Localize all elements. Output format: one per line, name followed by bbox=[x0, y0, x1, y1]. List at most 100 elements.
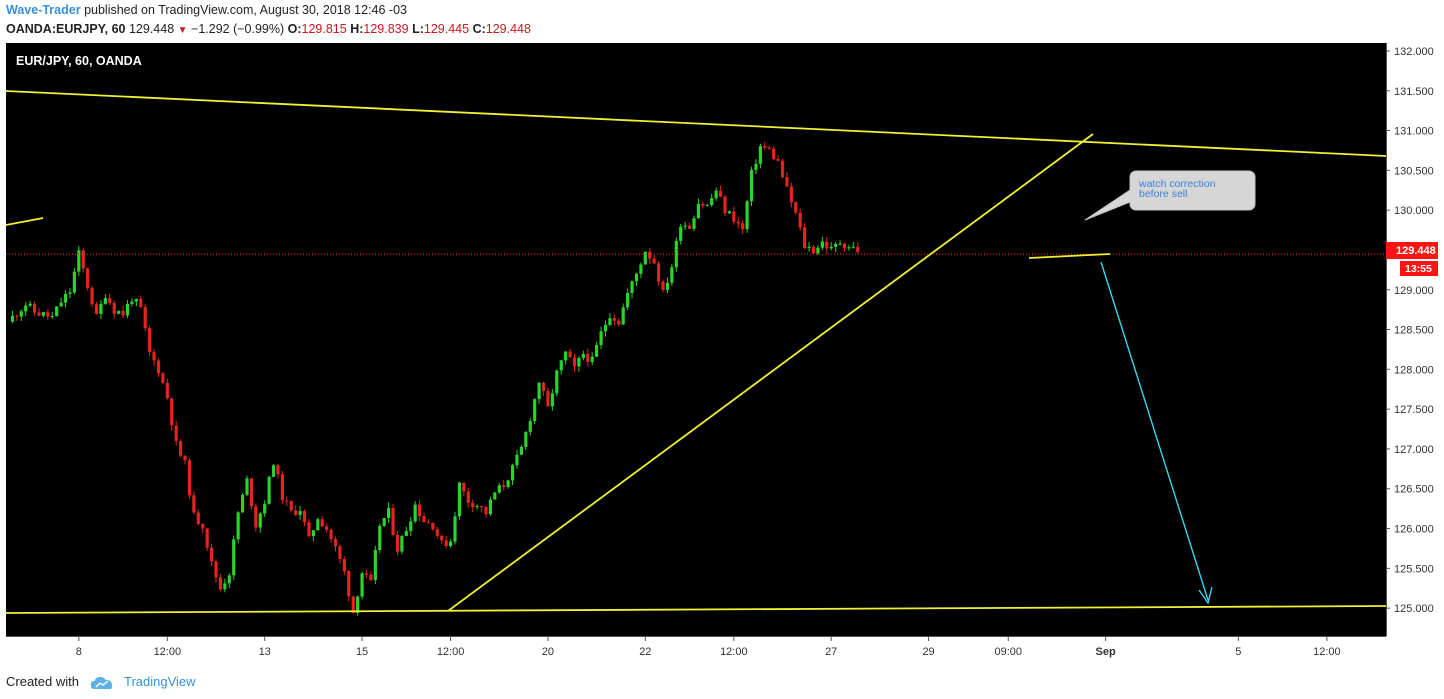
candle-body bbox=[418, 504, 422, 517]
candle-body bbox=[803, 227, 807, 248]
candle-body bbox=[798, 212, 802, 228]
x-tick-label: Sep bbox=[1096, 646, 1116, 658]
tradingview-cloud-icon bbox=[90, 676, 112, 689]
candle-body bbox=[311, 530, 315, 537]
candle-body bbox=[37, 312, 41, 316]
candle-body bbox=[156, 360, 161, 374]
candle-body bbox=[807, 246, 811, 248]
candle-body bbox=[59, 302, 63, 307]
instrument-label: EUR/JPY, 60, OANDA bbox=[16, 54, 142, 68]
candle-body bbox=[117, 310, 121, 314]
lower-support-trendline bbox=[5, 605, 1387, 614]
candle-body bbox=[201, 523, 205, 529]
candle-body bbox=[196, 512, 200, 524]
price-axis[interactable] bbox=[1386, 43, 1444, 636]
tradingview-link[interactable]: TradingView bbox=[124, 674, 196, 689]
candle-body bbox=[134, 298, 138, 302]
publish-line: Wave-Trader published on TradingView.com… bbox=[6, 3, 407, 17]
short-trendline-stub bbox=[5, 217, 44, 226]
candle-body bbox=[276, 465, 280, 475]
y-tick-label: 128.500 bbox=[1394, 325, 1434, 337]
candle-body bbox=[652, 258, 656, 264]
y-tick-label: 130.500 bbox=[1394, 165, 1434, 177]
candle-body bbox=[351, 596, 355, 614]
candle-body bbox=[595, 345, 599, 357]
candle-body bbox=[360, 573, 364, 597]
candle-body bbox=[338, 546, 342, 559]
x-tick-label: 12:00 bbox=[437, 646, 465, 658]
candle-body bbox=[307, 522, 311, 537]
candle-body bbox=[546, 390, 550, 407]
candle-body bbox=[572, 357, 577, 367]
candle-body bbox=[263, 503, 267, 514]
candle-body bbox=[603, 324, 608, 332]
author-link[interactable]: Wave-Trader bbox=[6, 3, 81, 17]
candle-body bbox=[568, 351, 572, 358]
last-price-marker bbox=[1386, 242, 1438, 259]
candle-body bbox=[847, 247, 851, 249]
candle-body bbox=[612, 318, 616, 321]
candle-body bbox=[90, 287, 94, 305]
candle-body bbox=[825, 241, 829, 249]
candle-body bbox=[701, 204, 705, 206]
candle-body bbox=[626, 292, 630, 308]
candle-body bbox=[829, 246, 833, 249]
candle-body bbox=[586, 353, 590, 362]
candle-body bbox=[271, 465, 276, 477]
candle-body bbox=[378, 525, 382, 551]
time-axis[interactable] bbox=[6, 636, 1386, 661]
candle-body bbox=[763, 146, 767, 148]
candle-body bbox=[524, 431, 528, 447]
candle-body bbox=[325, 526, 329, 530]
x-tick-label: 13 bbox=[259, 646, 271, 658]
candle-body bbox=[590, 356, 594, 362]
candle-body bbox=[121, 310, 125, 316]
x-tick-label: 12:00 bbox=[720, 646, 748, 658]
candle-body bbox=[842, 243, 847, 249]
candle-body bbox=[125, 303, 130, 316]
candle-body bbox=[387, 507, 391, 518]
candle-body bbox=[205, 528, 209, 548]
candle-body bbox=[506, 480, 510, 488]
candle-body bbox=[541, 382, 546, 391]
candle-body bbox=[723, 196, 727, 214]
candle-body bbox=[581, 353, 585, 358]
candle-body bbox=[236, 512, 240, 540]
y-tick-label: 130.000 bbox=[1394, 205, 1434, 217]
x-tick-label: 09:00 bbox=[994, 646, 1022, 658]
candle-body bbox=[758, 146, 762, 164]
down-triangle-icon: ▼ bbox=[177, 25, 188, 36]
candle-body bbox=[50, 316, 54, 318]
candle-body bbox=[440, 535, 444, 541]
candle-body bbox=[316, 519, 320, 531]
x-tick-label: 20 bbox=[542, 646, 554, 658]
candle-body bbox=[741, 223, 745, 230]
created-with-text: Created with bbox=[6, 674, 79, 689]
candle-body bbox=[493, 492, 497, 500]
candle-body bbox=[435, 529, 439, 536]
candle-body bbox=[294, 510, 298, 515]
y-tick-label: 128.000 bbox=[1394, 364, 1434, 376]
candle-body bbox=[732, 211, 736, 222]
candle-body bbox=[789, 186, 793, 203]
candle-body bbox=[24, 305, 28, 312]
candle-body bbox=[254, 506, 258, 528]
candle-body bbox=[356, 596, 360, 614]
candle-body bbox=[81, 250, 85, 269]
candle-body bbox=[634, 273, 639, 282]
y-tick-label: 131.500 bbox=[1394, 86, 1434, 98]
candle-body bbox=[448, 541, 453, 547]
candle-body bbox=[745, 201, 749, 230]
change-value: −1.292 (−0.99%) bbox=[191, 22, 285, 36]
candle-body bbox=[249, 478, 254, 507]
target-arrow-head bbox=[1198, 586, 1213, 605]
candle-body bbox=[608, 318, 612, 325]
candle-body bbox=[479, 505, 484, 508]
candle-body bbox=[342, 558, 346, 572]
candle-body bbox=[143, 307, 147, 329]
candle-body bbox=[856, 246, 860, 253]
candle-body bbox=[209, 547, 214, 562]
candle-body bbox=[780, 160, 785, 178]
y-tick-label: 129.000 bbox=[1394, 285, 1434, 297]
